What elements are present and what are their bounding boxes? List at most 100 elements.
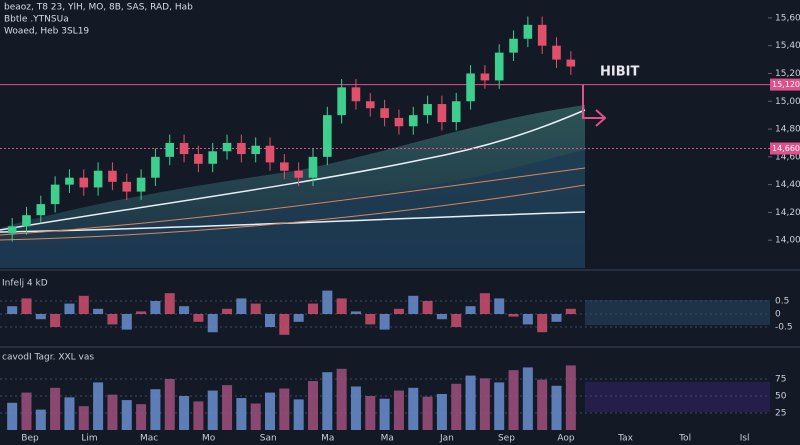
bar xyxy=(207,314,218,333)
candle-body xyxy=(351,87,361,102)
bar xyxy=(465,306,476,314)
bar xyxy=(250,303,261,314)
bar xyxy=(551,314,562,322)
candle-body xyxy=(408,115,418,127)
candle-body xyxy=(122,181,132,192)
candle-body xyxy=(423,104,432,116)
y-tick-label: 14,000 xyxy=(775,236,800,246)
candle-body xyxy=(280,162,289,171)
bar xyxy=(494,298,505,314)
panel-title: cavodI Tagr. XXL vas xyxy=(2,353,94,363)
bar xyxy=(322,290,333,314)
ma-line xyxy=(0,167,586,236)
bar xyxy=(50,314,61,327)
candle-body xyxy=(265,145,275,163)
bar xyxy=(7,402,18,430)
x-tick-label: Ma xyxy=(381,434,394,444)
y-tick-label: 15,400 xyxy=(775,41,800,51)
candle-body xyxy=(294,170,303,178)
candle-body xyxy=(194,154,203,164)
bar xyxy=(250,403,261,430)
bar xyxy=(93,382,104,430)
ma-line xyxy=(0,211,586,233)
y-tick-label: 15,600 xyxy=(775,13,800,23)
bar xyxy=(408,387,419,430)
bar xyxy=(279,388,290,430)
bar xyxy=(193,401,204,430)
candle-body xyxy=(165,142,175,157)
bar xyxy=(522,314,533,325)
y-tick-label: 25 xyxy=(775,409,786,419)
candle-body xyxy=(93,170,103,188)
bar xyxy=(293,314,304,322)
bar xyxy=(422,396,433,430)
bar xyxy=(21,298,32,314)
candle-body xyxy=(79,177,89,188)
bar xyxy=(78,406,89,430)
bar xyxy=(551,385,562,430)
price-tag-label: 14,660 xyxy=(772,144,800,153)
bar xyxy=(393,390,404,430)
bar xyxy=(179,396,190,430)
bar xyxy=(164,293,175,314)
candle-body xyxy=(451,101,461,123)
arrow xyxy=(582,85,607,127)
x-tick-label: Bep xyxy=(21,434,39,444)
bar xyxy=(121,400,132,430)
x-tick-label: Mac xyxy=(140,434,158,444)
y-tick-label: 14,400 xyxy=(775,180,800,190)
bar xyxy=(508,314,519,317)
bar xyxy=(307,381,319,430)
candle-body xyxy=(151,156,160,178)
bar xyxy=(408,295,419,314)
y-tick-label: 0 xyxy=(775,310,781,320)
bar xyxy=(537,314,548,333)
candle-body xyxy=(523,24,533,39)
candle-body xyxy=(494,52,504,81)
candle-body xyxy=(566,59,576,67)
x-tick-label: Isl xyxy=(740,434,750,444)
bar xyxy=(508,370,519,430)
header-line: Bbtle .YTNSUa xyxy=(4,15,69,25)
candle-body xyxy=(437,104,447,123)
annotation: HIBIT xyxy=(600,65,639,80)
panel-title: Infelj 4 kD xyxy=(2,279,48,289)
y-tick-label: -0.5 xyxy=(775,323,793,333)
bar xyxy=(121,314,132,330)
bar xyxy=(479,378,490,430)
bar xyxy=(422,301,433,314)
panel-shade xyxy=(585,382,770,412)
candle-body xyxy=(380,108,389,118)
bar xyxy=(207,390,218,430)
bar xyxy=(465,375,476,430)
bar xyxy=(436,393,447,430)
candle-body xyxy=(108,170,117,182)
bar xyxy=(393,308,404,314)
bar xyxy=(350,386,361,430)
bar xyxy=(293,399,304,430)
header-line: beaoz, T8 23, YlH, MO, 8B, SAS, RAD, Hab xyxy=(4,3,193,13)
candle-body xyxy=(466,73,475,102)
y-tick-label: 75 xyxy=(775,375,786,385)
bar xyxy=(365,314,376,325)
x-tick-label: Lim xyxy=(81,434,97,444)
y-tick-label: 50 xyxy=(775,392,787,402)
bar xyxy=(64,397,75,430)
bar xyxy=(107,394,118,430)
candle-body xyxy=(552,45,561,60)
candle-body xyxy=(7,226,17,234)
y-tick-label: 0.5 xyxy=(775,297,789,307)
bar xyxy=(179,306,190,314)
candle-body xyxy=(208,151,218,164)
bar xyxy=(336,298,347,314)
area-band xyxy=(0,150,585,268)
ma-line xyxy=(0,184,586,241)
candle-body xyxy=(237,142,246,155)
candle-body xyxy=(251,145,260,155)
bar xyxy=(150,389,161,430)
x-tick-label: Aop xyxy=(557,434,575,444)
bar xyxy=(164,379,175,430)
bar xyxy=(222,308,233,314)
candle-body xyxy=(394,117,404,127)
